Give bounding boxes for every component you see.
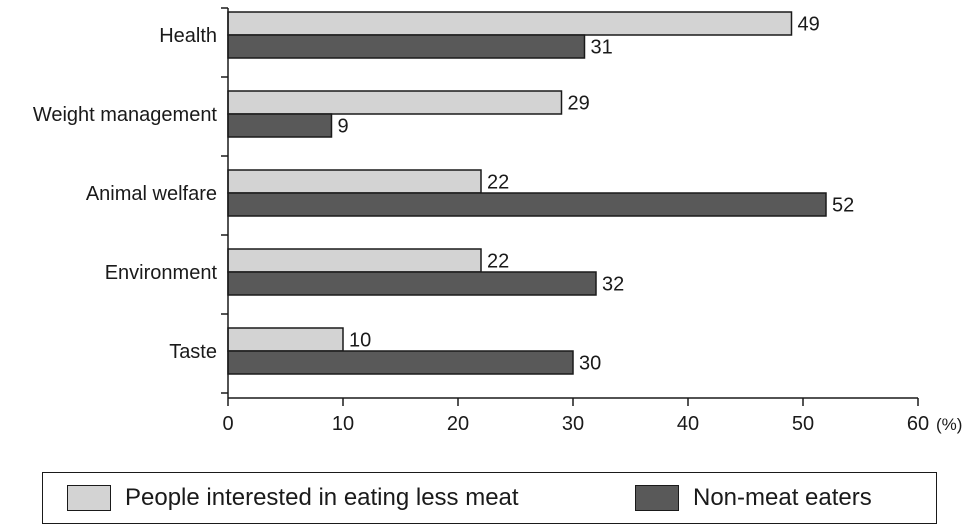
bar-1-taste bbox=[227, 327, 344, 352]
x-tick-label-30: 30 bbox=[562, 413, 584, 435]
x-unit-label: (%) bbox=[936, 415, 962, 434]
bar-1-environment bbox=[227, 248, 482, 273]
bar-2-weight-management bbox=[227, 113, 333, 138]
data-label-1-environment: 22 bbox=[487, 251, 509, 273]
category-label-environment: Environment bbox=[105, 262, 218, 284]
bar-1-animal-welfare bbox=[227, 169, 482, 194]
data-label-1-health: 49 bbox=[798, 14, 820, 36]
x-tick-label-40: 40 bbox=[677, 413, 699, 435]
category-label-weight-management: Weight management bbox=[33, 104, 218, 126]
data-label-2-environment: 32 bbox=[602, 274, 624, 296]
legend-label-series-2: Non-meat eaters bbox=[693, 484, 872, 511]
x-tick-label-10: 10 bbox=[332, 413, 354, 435]
bar-2-taste bbox=[227, 350, 574, 375]
data-label-2-health: 31 bbox=[591, 37, 613, 59]
bar-2-health bbox=[227, 34, 586, 59]
data-label-2-weight-management: 9 bbox=[338, 116, 349, 138]
data-label-2-taste: 30 bbox=[579, 353, 601, 375]
bar-2-environment bbox=[227, 271, 597, 296]
axes-group bbox=[221, 7, 919, 406]
data-label-2-animal-welfare: 52 bbox=[832, 195, 854, 217]
data-label-1-animal-welfare: 22 bbox=[487, 172, 509, 194]
x-tick-label-0: 0 bbox=[222, 413, 233, 435]
x-tick-label-60: 60 bbox=[907, 413, 929, 435]
bars-group bbox=[227, 11, 827, 375]
x-tick-label-20: 20 bbox=[447, 413, 469, 435]
legend-item-series-1: People interested in eating less meat bbox=[67, 473, 519, 523]
legend: People interested in eating less meat No… bbox=[42, 472, 937, 524]
legend-swatch-series-2 bbox=[635, 485, 679, 511]
legend-item-series-2: Non-meat eaters bbox=[635, 473, 872, 523]
legend-swatch-series-1 bbox=[67, 485, 111, 511]
category-label-health: Health bbox=[159, 25, 217, 47]
legend-label-series-1: People interested in eating less meat bbox=[125, 484, 519, 511]
labels-group: 49 31 Health 29 9 Weight management 22 52 Animal… bbox=[33, 14, 963, 436]
x-tick-label-50: 50 bbox=[792, 413, 814, 435]
data-label-1-taste: 10 bbox=[349, 330, 371, 352]
bar-chart: 49 31 Health 29 9 Weight management 22 52 Animal… bbox=[33, 7, 963, 436]
bar-2-animal-welfare bbox=[227, 192, 827, 217]
bar-1-health bbox=[227, 11, 793, 36]
category-label-taste: Taste bbox=[169, 341, 217, 363]
data-label-1-weight-management: 29 bbox=[568, 93, 590, 115]
bar-1-weight-management bbox=[227, 90, 563, 115]
category-label-animal-welfare: Animal welfare bbox=[86, 183, 217, 205]
